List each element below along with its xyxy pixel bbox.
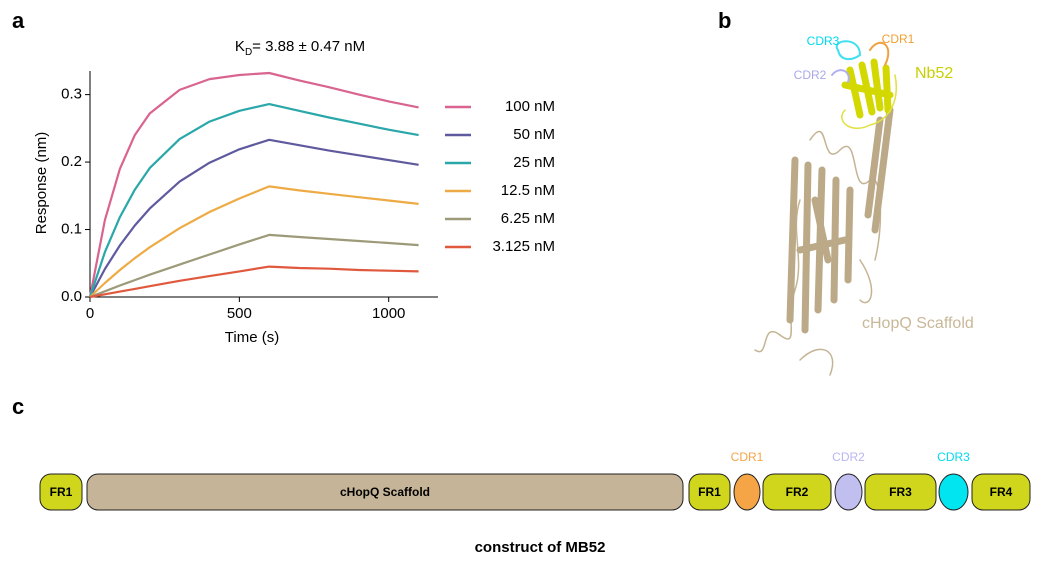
segment-label: FR1 <box>698 485 721 499</box>
construct-segment <box>971 473 1031 511</box>
x-tick-label: 1000 <box>372 305 405 322</box>
cdr2-label: CDR2 <box>794 68 827 82</box>
panel-label: b <box>718 8 731 33</box>
cdr-label: CDR1 <box>731 450 764 464</box>
nanobody-label: Nb52 <box>915 65 953 82</box>
y-tick-label: 0.2 <box>61 153 82 170</box>
construct-segment <box>39 473 83 511</box>
legend-label: 6.25 nM <box>501 210 555 227</box>
construct-segment <box>864 473 937 511</box>
legend-label: 100 nM <box>505 98 555 115</box>
data-line <box>89 185 419 298</box>
y-tick-label: 0.3 <box>61 86 82 103</box>
panel-label: c <box>12 394 24 419</box>
cdr-segment <box>834 473 863 511</box>
construct-diagram: FR1 cHopQ Scaffold FR1 CDR1 FR2 CDR2 FR3 CDR3 FR… <box>39 450 1031 511</box>
chart-title: KD= 3.88 ± 0.47 nM <box>235 38 365 58</box>
construct-segment <box>762 473 832 511</box>
panel-label: a <box>12 8 25 33</box>
y-tick-label: 0.1 <box>61 221 82 238</box>
scaffold-label: cHopQ Scaffold <box>862 315 974 332</box>
data-line <box>88 71 419 298</box>
segment-label: cHopQ Scaffold <box>340 485 430 499</box>
caption: construct of MB52 <box>475 539 606 556</box>
y-tick-label: 0.0 <box>61 288 82 305</box>
cdr1-label: CDR1 <box>882 32 915 46</box>
cdr-label: CDR3 <box>937 450 970 464</box>
segment-label: FR2 <box>786 485 809 499</box>
data-line <box>89 265 419 299</box>
segment-label: FR4 <box>990 485 1013 499</box>
cdr-label: CDR2 <box>832 450 865 464</box>
cdr-segment <box>733 473 761 511</box>
data-line <box>89 233 419 299</box>
legend-label: 3.125 nM <box>492 238 555 255</box>
segment-label: FR3 <box>889 485 912 499</box>
cdr-segment <box>938 473 969 511</box>
construct-segment <box>86 473 684 511</box>
construct-segment <box>688 473 731 511</box>
x-tick-label: 0 <box>86 305 94 322</box>
x-axis-label: Time (s) <box>225 329 279 346</box>
protein-structure <box>754 40 897 376</box>
legend-label: 25 nM <box>513 154 555 171</box>
data-line <box>88 102 419 298</box>
x-tick-label: 500 <box>227 305 252 322</box>
cdr3-label: CDR3 <box>807 34 840 48</box>
segment-label: FR1 <box>50 485 73 499</box>
y-axis-label: Response (nm) <box>33 132 50 235</box>
data-line <box>89 138 419 298</box>
legend-label: 50 nM <box>513 126 555 143</box>
legend-label: 12.5 nM <box>501 182 555 199</box>
